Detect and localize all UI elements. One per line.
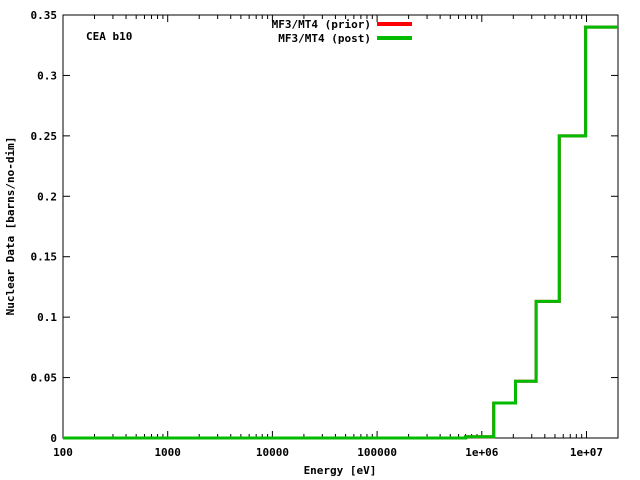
y-tick-labels: 0 0.05 0.1 0.15 0.2 0.25 0.3 0.35: [31, 9, 58, 445]
x-tick-labels: 100 1000 10000 100000 1e+06 1e+07: [53, 446, 603, 459]
chart-annotation: CEA b10: [86, 30, 132, 43]
x-tick-label: 10000: [256, 446, 289, 459]
y-tick-label: 0.35: [31, 9, 58, 22]
x-tick-label: 100: [53, 446, 73, 459]
x-tick-label: 1e+07: [570, 446, 603, 459]
legend-label: MF3/MT4 (post): [278, 32, 371, 45]
series-line-post: [63, 25, 618, 440]
y-tick-label: 0.25: [31, 130, 58, 143]
x-tick-label: 1000: [154, 446, 181, 459]
x-axis-label: Energy [eV]: [304, 464, 377, 477]
y-tick-label: 0: [50, 432, 57, 445]
legend: MF3/MT4 (prior)MF3/MT4 (post): [272, 18, 412, 45]
y-tick-label: 0.05: [31, 372, 58, 385]
y-tick-label: 0.1: [37, 311, 57, 324]
y-tick-label: 0.3: [37, 69, 57, 82]
y-tick-label: 0.2: [37, 190, 57, 203]
series-layer: [63, 25, 618, 440]
x-tick-label: 100000: [357, 446, 397, 459]
legend-label: MF3/MT4 (prior): [272, 18, 371, 31]
tick-marks: [62, 14, 618, 439]
y-axis-label: Nuclear Data [barns/no-dim]: [4, 137, 17, 316]
x-tick-label: 1e+06: [465, 446, 498, 459]
y-tick-label: 0.15: [31, 251, 58, 264]
